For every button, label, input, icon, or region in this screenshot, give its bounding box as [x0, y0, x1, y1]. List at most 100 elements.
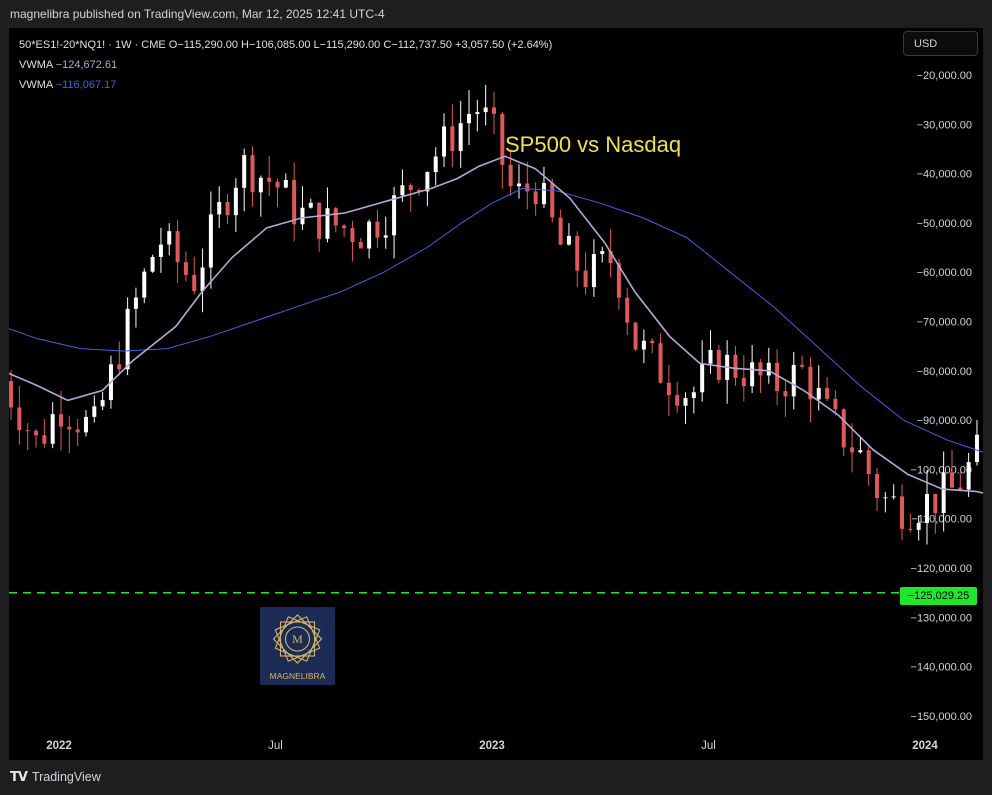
chart-area[interactable]: −20,000.00 −30,000.00 −40,000.00 −50,000.00…: [9, 28, 983, 760]
candle-body: [858, 450, 863, 453]
candle-body: [708, 350, 713, 364]
candle-body: [475, 112, 480, 114]
y-tick-label: −90,000.00: [917, 415, 972, 427]
candle-body: [916, 522, 921, 530]
candle-body: [442, 126, 447, 157]
candle-body: [142, 271, 147, 298]
y-tick-label: −50,000.00: [917, 218, 972, 230]
candle-body: [275, 181, 280, 188]
currency-button[interactable]: USD: [903, 31, 978, 56]
candle-body: [200, 267, 205, 292]
candle-body: [375, 221, 380, 238]
publish-bar: magnelibra published on TradingView.com,…: [0, 0, 992, 28]
candle-body: [9, 381, 14, 408]
candle-body: [525, 183, 530, 192]
candle-body: [458, 123, 463, 152]
vwma-slow-label: VWMA: [19, 79, 53, 91]
vwma-slow-legend: VWMA −116,067.17: [19, 75, 552, 95]
y-tick-label: −80,000.00: [917, 366, 972, 378]
x-tick-label: 2024: [912, 740, 938, 752]
x-tick-label: Jul: [701, 740, 716, 752]
candle-body: [292, 179, 297, 225]
candle-body: [566, 235, 571, 245]
tradingview-brand: TradingView: [31, 770, 101, 784]
candle-body: [317, 202, 322, 239]
candle-body: [467, 113, 472, 124]
svg-text:M: M: [292, 632, 303, 646]
x-tick-label: 2023: [479, 740, 505, 752]
candle-body: [167, 231, 172, 245]
candle-body: [633, 322, 638, 350]
candle-body: [850, 447, 855, 453]
candle-body: [900, 496, 905, 529]
candle-body: [100, 400, 105, 407]
y-tick-label: −30,000.00: [917, 119, 972, 131]
candle-body: [350, 228, 355, 242]
candle-body: [716, 350, 721, 380]
vwma-fast-label: VWMA: [19, 59, 53, 71]
publish-info: magnelibra published on TradingView.com,…: [10, 7, 385, 21]
y-tick-label: −150,000.00: [911, 711, 972, 723]
candle-body: [625, 297, 630, 323]
candle-body: [650, 340, 655, 344]
y-axis[interactable]: −20,000.00 −30,000.00 −40,000.00 −50,000.00…: [911, 70, 972, 723]
candle-body: [392, 195, 397, 236]
candle-body: [133, 297, 138, 309]
candle-body: [591, 253, 596, 288]
candle-body: [750, 362, 755, 387]
candle-body: [766, 362, 771, 376]
candle-body: [125, 308, 130, 370]
candle-body: [875, 474, 880, 498]
candle-body: [175, 231, 180, 263]
candle-body: [83, 416, 88, 433]
candle-body: [883, 497, 888, 499]
candle-body: [949, 472, 954, 488]
candle-body: [816, 387, 821, 400]
y-tick-label: −120,000.00: [911, 563, 972, 575]
candles: [9, 84, 979, 545]
y-tick-label: −40,000.00: [917, 169, 972, 181]
candle-body: [924, 493, 929, 523]
candle-body: [791, 364, 796, 397]
candle-body: [841, 409, 846, 448]
chart-legend: 50*ES1!-20*NQ1! · 1W · CME O−115,290.00 …: [19, 35, 552, 95]
candle-body: [483, 107, 488, 113]
x-axis[interactable]: 2022Jul2023Jul2024Jul2025Jul: [46, 740, 983, 752]
x-tick-label: Jul: [268, 740, 283, 752]
candle-body: [491, 107, 496, 114]
y-tick-label: −60,000.00: [917, 267, 972, 279]
candle-body: [575, 235, 580, 271]
candle-body: [158, 244, 163, 257]
watermark-text: MAGNELIBRA: [270, 671, 326, 681]
candle-body: [675, 395, 680, 406]
candle-body: [866, 450, 871, 475]
candle-body: [775, 362, 780, 392]
level-price-tag: −125,029.25: [900, 587, 977, 605]
candle-body: [283, 179, 288, 188]
tradingview-logo[interactable]: 𝗧𝗩 TradingView: [10, 769, 101, 785]
logo-star: M: [272, 614, 323, 664]
candle-body: [741, 377, 746, 387]
candle-body: [833, 398, 838, 410]
candle-body: [300, 207, 305, 225]
candle-body: [691, 392, 696, 399]
y-tick-label: −70,000.00: [917, 317, 972, 329]
candle-body: [117, 364, 122, 370]
candle-body: [17, 407, 22, 431]
candle-body: [666, 382, 671, 396]
vwma-fast-value: −124,672.61: [55, 59, 118, 71]
y-tick-label: −100,000.00: [911, 464, 972, 476]
watermark-logo: M MAGNELIBRA: [260, 607, 335, 685]
candle-body: [891, 496, 896, 498]
candle-body: [325, 208, 330, 239]
candle-body: [342, 225, 347, 229]
candle-body: [42, 435, 47, 444]
candle-body: [800, 364, 805, 367]
candle-body: [50, 414, 55, 444]
candle-body: [34, 430, 39, 436]
candle-body: [192, 274, 197, 292]
vwma-slow-value: −116,067.17: [55, 79, 117, 91]
vwma-fast-legend: VWMA −124,672.61: [19, 55, 552, 75]
price-chart[interactable]: −20,000.00 −30,000.00 −40,000.00 −50,000.00…: [9, 28, 983, 760]
candle-body: [250, 155, 255, 193]
